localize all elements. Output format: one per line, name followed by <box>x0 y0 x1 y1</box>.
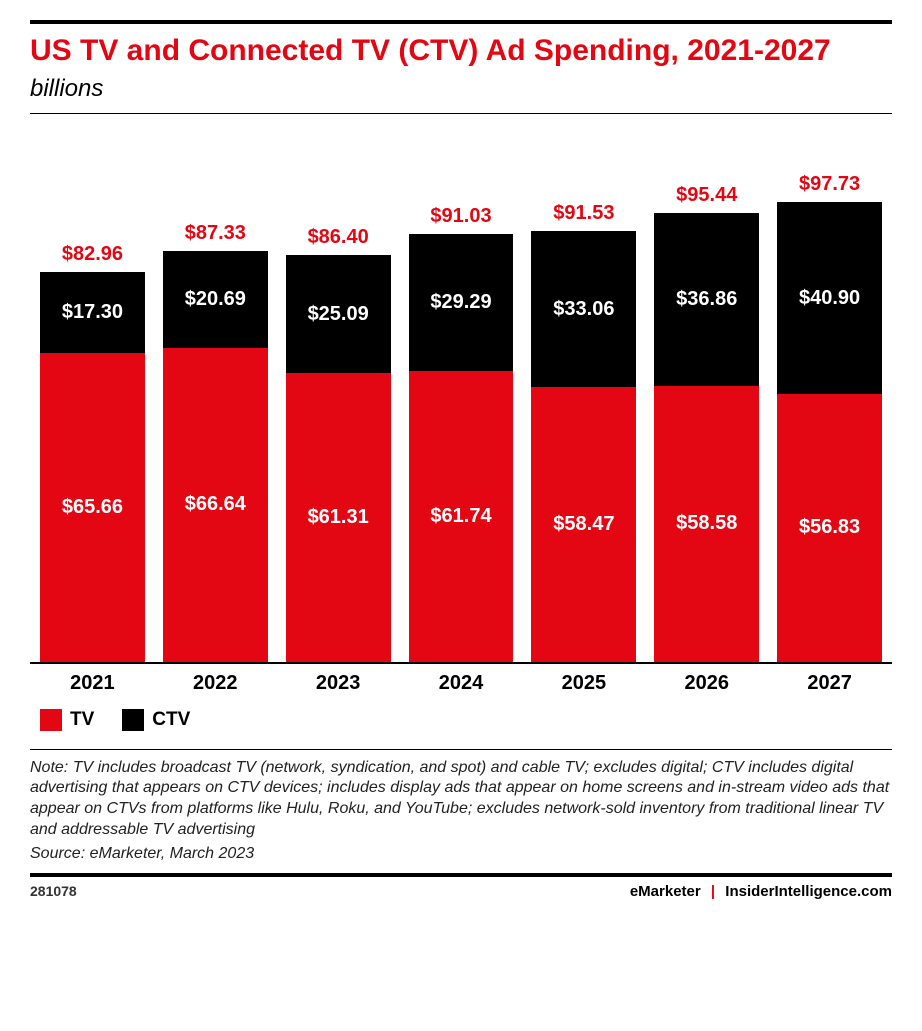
bar-column: $97.73 $40.90$56.83 <box>777 144 882 662</box>
bar-column: $86.40 $25.09$61.31 <box>286 144 391 662</box>
legend-swatch <box>40 709 62 731</box>
chart-note: Note: TV includes broadcast TV (network,… <box>30 758 892 841</box>
chart-source: Source: eMarketer, March 2023 <box>30 845 892 863</box>
bar-column: $82.96 $17.30$65.66 <box>40 144 145 662</box>
top-rule <box>30 20 892 24</box>
bar-total-label: $86.40 <box>308 226 369 249</box>
header-rule <box>30 113 892 114</box>
bar-stack: $17.30$65.66 <box>40 272 145 662</box>
chart-title: US TV and Connected TV (CTV) Ad Spending… <box>30 34 892 69</box>
x-axis-label: 2025 <box>531 672 636 695</box>
x-axis-label: 2027 <box>777 672 882 695</box>
bar-segment-ctv: $20.69 <box>163 251 268 348</box>
bar-segment-tv: $66.64 <box>163 348 268 661</box>
chart-id: 281078 <box>30 883 77 899</box>
bar-segment-ctv: $40.90 <box>777 202 882 394</box>
legend-item: CTV <box>122 709 190 731</box>
bar-segment-ctv: $36.86 <box>654 213 759 386</box>
bar-segment-tv: $58.47 <box>531 387 636 662</box>
legend-label: CTV <box>152 709 190 731</box>
bar-total-label: $95.44 <box>676 184 737 207</box>
note-rule <box>30 749 892 750</box>
bar-segment-tv: $58.58 <box>654 386 759 661</box>
bar-total-label: $91.53 <box>553 202 614 225</box>
x-axis-label: 2024 <box>409 672 514 695</box>
legend: TV CTV <box>30 695 892 741</box>
bar-column: $91.53 $33.06$58.47 <box>531 144 636 662</box>
bar-stack: $33.06$58.47 <box>531 231 636 661</box>
x-axis-label: 2023 <box>286 672 391 695</box>
x-axis-label: 2026 <box>654 672 759 695</box>
chart-area: $82.96$17.30$65.66$87.33$20.69$66.64$86.… <box>30 144 892 664</box>
bar-column: $87.33 $20.69$66.64 <box>163 144 268 662</box>
bar-stack: $25.09$61.31 <box>286 255 391 661</box>
legend-label: TV <box>70 709 94 731</box>
bar-column: $91.03 $29.29$61.74 <box>409 144 514 662</box>
legend-swatch <box>122 709 144 731</box>
x-axis-label: 2021 <box>40 672 145 695</box>
bar-segment-tv: $61.74 <box>409 371 514 661</box>
bar-segment-tv: $65.66 <box>40 353 145 662</box>
footer: 281078 eMarketer | InsiderIntelligence.c… <box>30 877 892 900</box>
bar-segment-tv: $56.83 <box>777 394 882 661</box>
brand-line: eMarketer | InsiderIntelligence.com <box>630 883 892 900</box>
legend-item: TV <box>40 709 94 731</box>
brand-separator: | <box>711 883 715 900</box>
bar-stack: $29.29$61.74 <box>409 234 514 662</box>
x-axis-label: 2022 <box>163 672 268 695</box>
bar-segment-ctv: $29.29 <box>409 234 514 372</box>
bar-stack: $20.69$66.64 <box>163 251 268 661</box>
brand-ii: InsiderIntelligence.com <box>725 883 892 900</box>
bar-segment-ctv: $17.30 <box>40 272 145 353</box>
bar-stack: $36.86$58.58 <box>654 213 759 662</box>
bar-total-label: $82.96 <box>62 243 123 266</box>
x-axis-labels: 2021 2022 2023 2024 2025 2026 2027 <box>30 664 892 695</box>
bar-total-label: $91.03 <box>430 205 491 228</box>
bar-stack: $40.90$56.83 <box>777 202 882 661</box>
bar-segment-tv: $61.31 <box>286 373 391 661</box>
bar-segment-ctv: $25.09 <box>286 255 391 373</box>
bar-segment-ctv: $33.06 <box>531 231 636 386</box>
bar-total-label: $87.33 <box>185 222 246 245</box>
chart-subtitle: billions <box>30 75 892 103</box>
bar-total-label: $97.73 <box>799 173 860 196</box>
brand-emarketer: eMarketer <box>630 883 701 900</box>
bar-column: $95.44 $36.86$58.58 <box>654 144 759 662</box>
